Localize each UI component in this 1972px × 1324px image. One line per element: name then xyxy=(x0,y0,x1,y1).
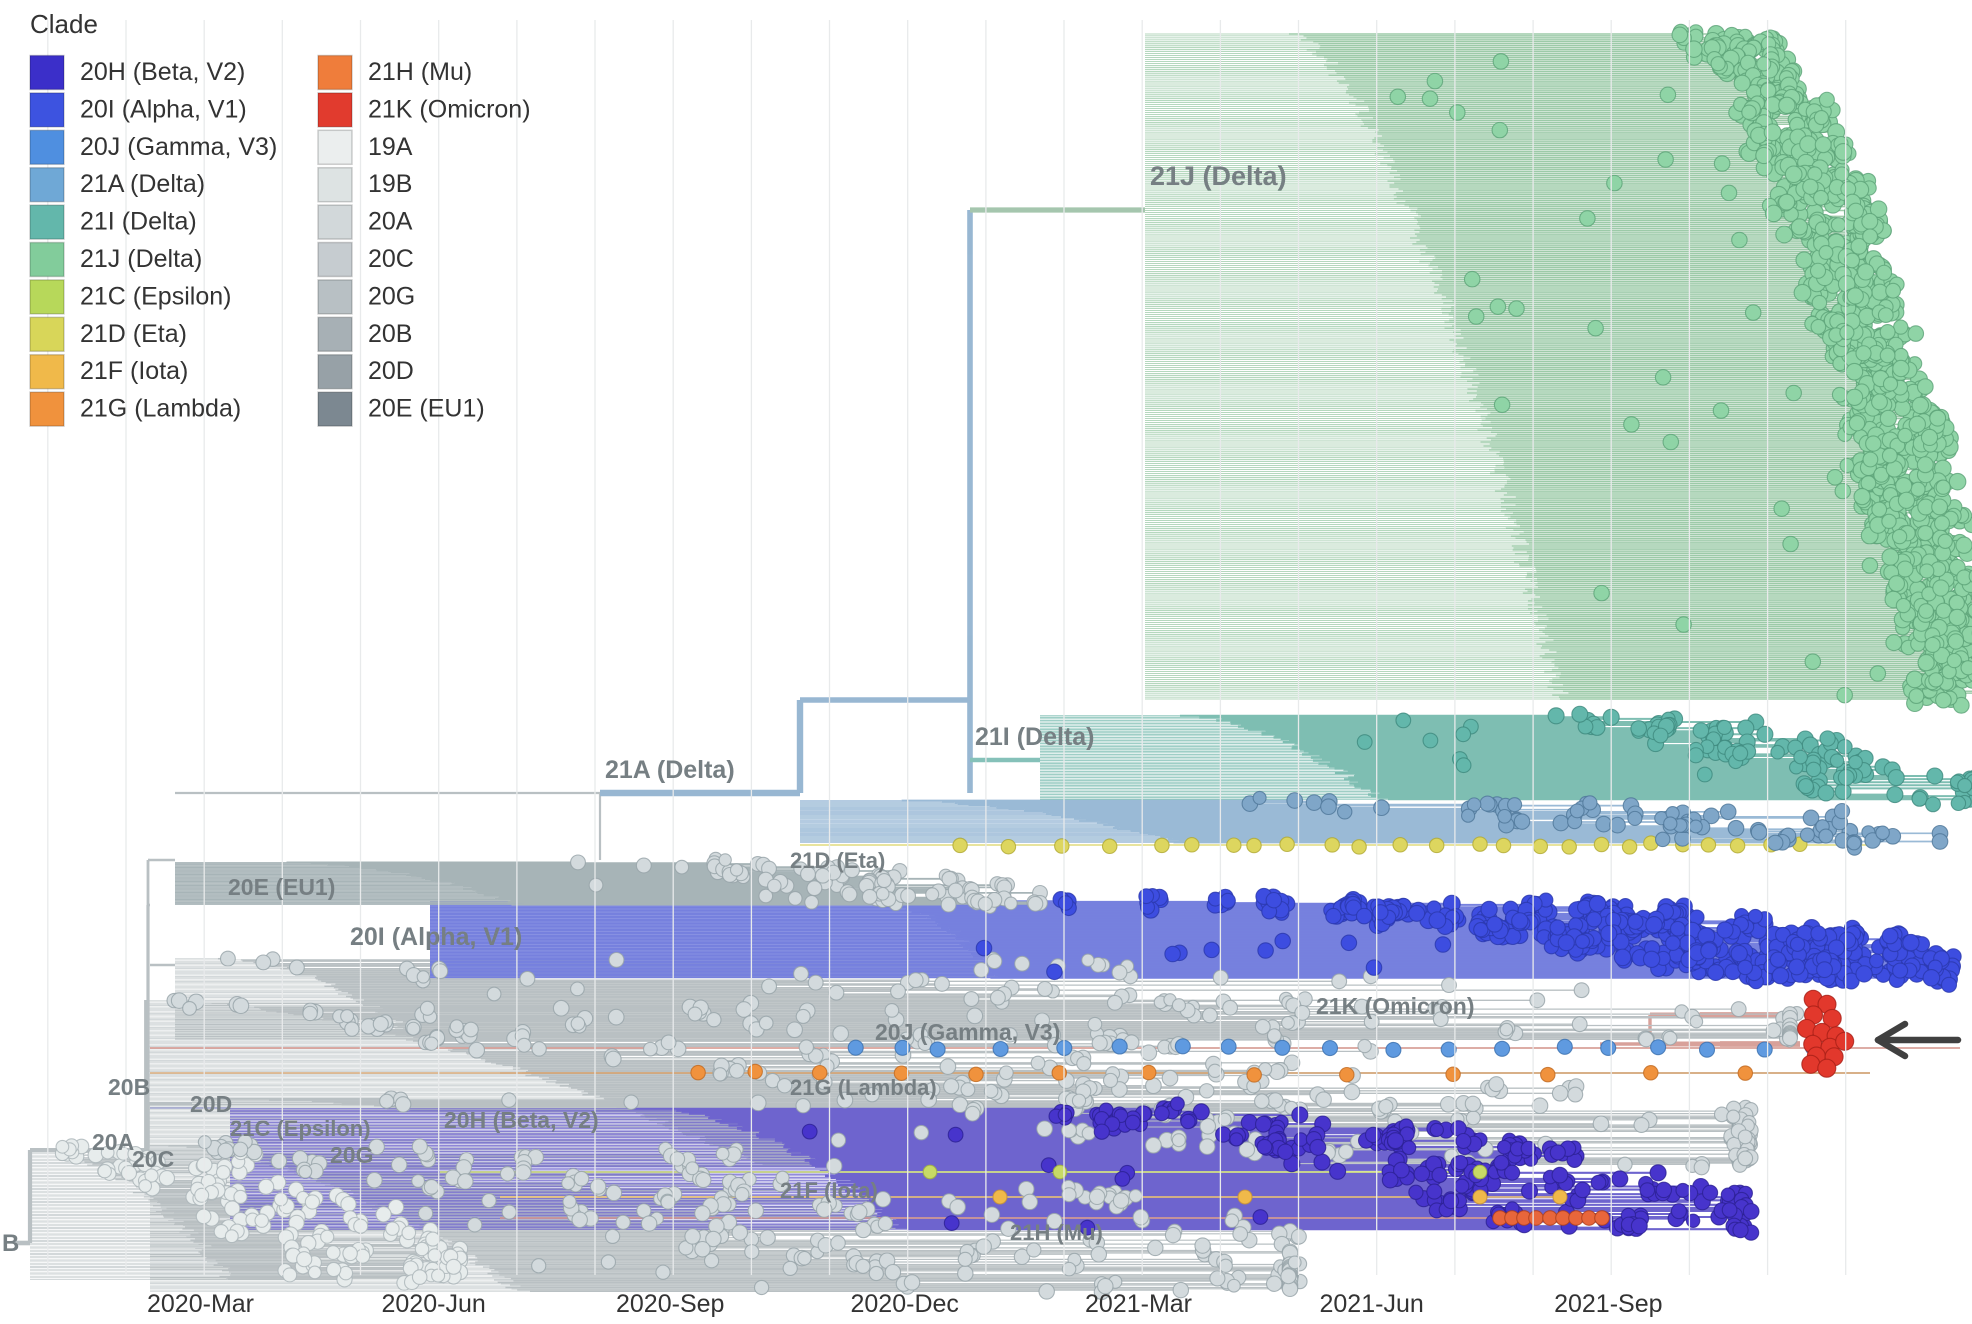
svg-text:20J (Gamma, V3): 20J (Gamma, V3) xyxy=(80,133,277,161)
svg-text:21H (Mu): 21H (Mu) xyxy=(1010,1220,1103,1245)
svg-text:20H (Beta, V2): 20H (Beta, V2) xyxy=(444,1107,599,1133)
svg-text:21J (Delta): 21J (Delta) xyxy=(80,245,202,273)
svg-text:21J (Delta): 21J (Delta) xyxy=(1150,161,1287,191)
svg-text:21F (Iota): 21F (Iota) xyxy=(780,1178,878,1203)
svg-text:2020-Dec: 2020-Dec xyxy=(851,1290,959,1318)
svg-text:20J (Gamma, V3): 20J (Gamma, V3) xyxy=(875,1019,1060,1045)
svg-text:21K (Omicron): 21K (Omicron) xyxy=(368,95,531,123)
svg-text:20E (EU1): 20E (EU1) xyxy=(368,395,485,423)
svg-text:21G (Lambda): 21G (Lambda) xyxy=(80,395,241,423)
svg-text:20E (EU1): 20E (EU1) xyxy=(228,874,335,900)
svg-text:21G (Lambda): 21G (Lambda) xyxy=(790,1075,937,1100)
svg-text:20D: 20D xyxy=(368,357,414,385)
svg-text:21H (Mu): 21H (Mu) xyxy=(368,58,472,86)
svg-text:19B: 19B xyxy=(368,170,412,198)
svg-text:Clade: Clade xyxy=(30,9,98,39)
svg-text:20H (Beta, V2): 20H (Beta, V2) xyxy=(80,58,245,86)
svg-text:20D: 20D xyxy=(190,1091,232,1117)
svg-text:19A: 19A xyxy=(368,133,413,161)
svg-text:21I (Delta): 21I (Delta) xyxy=(80,208,197,236)
svg-text:21D (Eta): 21D (Eta) xyxy=(80,320,187,348)
svg-text:20B: 20B xyxy=(108,1074,150,1100)
svg-text:21A (Delta): 21A (Delta) xyxy=(605,756,735,784)
svg-text:2021-Mar: 2021-Mar xyxy=(1085,1290,1192,1318)
svg-text:21D (Eta): 21D (Eta) xyxy=(790,848,885,873)
svg-text:2021-Jun: 2021-Jun xyxy=(1320,1290,1424,1318)
svg-text:20C: 20C xyxy=(368,245,414,273)
svg-text:20A: 20A xyxy=(92,1129,134,1155)
svg-text:20I (Alpha, V1): 20I (Alpha, V1) xyxy=(80,95,247,123)
svg-text:20G: 20G xyxy=(368,282,415,310)
svg-text:20A: 20A xyxy=(368,208,413,236)
svg-text:2020-Mar: 2020-Mar xyxy=(147,1290,254,1318)
svg-text:21C (Epsilon): 21C (Epsilon) xyxy=(230,1116,371,1141)
svg-text:2020-Sep: 2020-Sep xyxy=(616,1290,724,1318)
svg-text:20G: 20G xyxy=(330,1142,373,1168)
svg-text:2020-Jun: 2020-Jun xyxy=(382,1290,486,1318)
svg-text:B: B xyxy=(2,1230,19,1257)
svg-text:2021-Sep: 2021-Sep xyxy=(1554,1290,1662,1318)
svg-text:21K (Omicron): 21K (Omicron) xyxy=(1316,993,1474,1019)
svg-text:21A (Delta): 21A (Delta) xyxy=(80,170,205,198)
svg-text:20I (Alpha, V1): 20I (Alpha, V1) xyxy=(350,923,522,951)
svg-text:21F (Iota): 21F (Iota) xyxy=(80,357,188,385)
svg-text:20C: 20C xyxy=(132,1146,174,1172)
svg-text:21I (Delta): 21I (Delta) xyxy=(975,723,1094,751)
svg-text:21C (Epsilon): 21C (Epsilon) xyxy=(80,282,231,310)
svg-text:20B: 20B xyxy=(368,320,412,348)
